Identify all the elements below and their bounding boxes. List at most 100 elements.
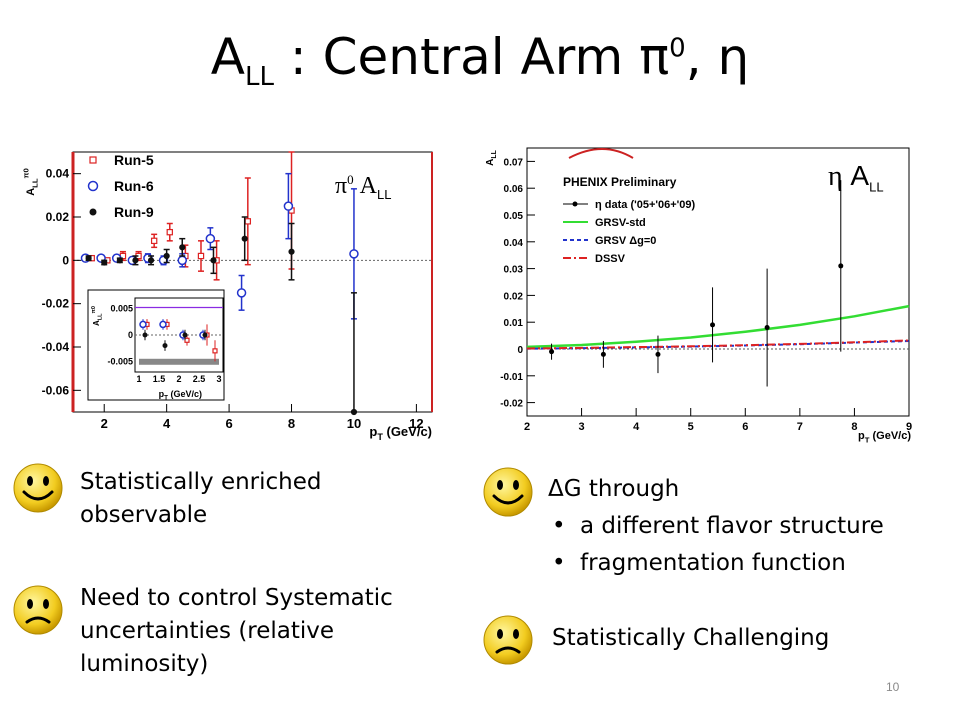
pi0-all-chart: -0.06 -0.04 -0.02 0 0.02 0.04 2 4 6 8 10 12 ALLπ0 pT … — [18, 140, 446, 442]
data-point — [549, 349, 555, 355]
legend-marker — [87, 180, 99, 192]
legend-label: DSSV — [595, 253, 626, 265]
plot-frame — [526, 147, 910, 417]
bullet-item: fragmentation function — [548, 547, 948, 580]
data-point — [197, 252, 205, 260]
data-point — [205, 233, 216, 244]
y-tick-label: -0.02 — [500, 399, 523, 410]
x-tick-label: 6 — [225, 416, 232, 431]
data-point — [101, 259, 108, 266]
inset-y-tick-label: -0.005 — [107, 356, 133, 366]
data-point — [177, 255, 188, 266]
inset-data-point — [212, 348, 218, 354]
legend-marker — [89, 156, 97, 164]
x-tick-label: 8 — [288, 416, 295, 431]
legend: PHENIX Preliminary η data ('05+'06+'09) GR… — [563, 148, 696, 265]
legend-marker — [89, 208, 97, 216]
y-tick-label: 0.01 — [504, 318, 524, 329]
y-axis-label: ALLπ0 — [22, 168, 40, 196]
x-tick-label: 6 — [742, 421, 748, 433]
x-tick-label: 9 — [906, 421, 912, 433]
inset-x-tick-label: 1 — [136, 374, 141, 384]
legend-label: GRSV Δg=0 — [595, 235, 656, 247]
y-tick-label: 0.02 — [46, 210, 70, 224]
inset-x-tick-label: 2.5 — [193, 374, 206, 384]
data-point — [179, 244, 186, 251]
legend-header: PHENIX Preliminary — [563, 175, 677, 189]
phenix-logo-arc — [568, 148, 634, 159]
x-tick-label: 7 — [797, 421, 803, 433]
left-positive-text: Statistically enriched observable — [80, 469, 322, 528]
data-point — [163, 252, 170, 260]
curve-grsv-std — [526, 304, 910, 349]
x-tick-label: 2 — [524, 421, 530, 433]
legend-label: Run-5 — [114, 152, 154, 168]
data-point — [147, 257, 155, 264]
inset-x-tick-label: 3 — [216, 374, 221, 384]
x-tick-label: 12 — [409, 416, 423, 431]
y-tick-label: 0 — [62, 253, 69, 267]
inset-data-point — [184, 337, 190, 343]
smiley-happy-icon — [13, 463, 63, 513]
data-point — [166, 228, 173, 236]
right-positive-head: ΔG through — [548, 476, 680, 502]
x-tick-label: 5 — [688, 421, 694, 433]
pi0-all-label: π0 ALL — [335, 172, 392, 202]
legend-marker — [572, 201, 578, 207]
right-positive-block: ΔG through a different flavor structure … — [548, 473, 948, 580]
inset-series-run-9 — [142, 329, 208, 351]
x-tick-label: 8 — [851, 421, 857, 433]
inset-systematic-band — [139, 358, 219, 365]
y-axis-label: ALL — [485, 149, 498, 166]
y-tick-label: 0.04 — [504, 238, 524, 249]
y-tick-label: 0 — [517, 345, 523, 356]
x-tick-label: 4 — [633, 421, 640, 433]
inset-y-tick-label: 0 — [128, 330, 133, 340]
data-point — [600, 351, 606, 357]
y-tick-label: 0.05 — [504, 211, 524, 222]
inset-x-tick-label: 1.5 — [153, 374, 166, 384]
data-point — [283, 201, 294, 211]
x-tick-label: 10 — [347, 416, 361, 431]
bullet-item: a different flavor structure — [548, 510, 948, 543]
y-tick-label: -0.02 — [42, 297, 70, 311]
data-point — [710, 322, 716, 328]
y-tick-label: 0.06 — [504, 184, 524, 195]
page-number: 10 — [886, 680, 900, 694]
y-tick-label: -0.04 — [42, 340, 70, 354]
left-negative-text: Need to control Systematic uncertainties… — [80, 585, 393, 677]
data-point — [349, 249, 359, 259]
slide-title: ALL : Central Arm π0, η — [210, 28, 750, 92]
data-point — [288, 248, 295, 255]
smiley-happy-icon — [483, 467, 533, 517]
x-tick-label: 2 — [101, 416, 108, 431]
legend-label: η data ('05+'06+'09) — [595, 199, 696, 211]
eta-all-chart-svg: -0.02 -0.01 0 0.01 0.02 0.03 0.04 0.05 0.06 0.07 2… — [485, 147, 912, 444]
inset-data-point — [139, 320, 147, 329]
x-axis-label: pT (GeV/c) — [369, 424, 432, 440]
data-point — [210, 257, 217, 264]
legend-label: Run-6 — [114, 178, 154, 194]
inset-x-tick-label: 2 — [176, 374, 181, 384]
inset-x-axis-label: pT (GeV/c) — [159, 389, 202, 402]
inset-data-point — [202, 332, 208, 338]
data-point — [132, 257, 139, 264]
data-point — [655, 351, 661, 357]
inset-y-axis-label: ALLπ0 — [91, 306, 103, 326]
smiley-sad-icon — [483, 615, 533, 665]
x-tick-label: 4 — [163, 416, 171, 431]
eta-all-label: η ALL — [828, 160, 884, 195]
inset-data-point — [182, 332, 188, 338]
series-eta-data — [549, 180, 844, 387]
inset-y-tick-label: 0.005 — [110, 304, 133, 314]
series-run-9 — [85, 216, 358, 416]
inset-data-point — [142, 332, 148, 338]
right-negative-text: Statistically Challenging — [552, 625, 830, 651]
inset-data-point — [159, 320, 167, 329]
data-point — [85, 255, 92, 262]
y-tick-label: 0.07 — [504, 157, 524, 168]
eta-all-chart: -0.02 -0.01 0 0.01 0.02 0.03 0.04 0.05 0.06 0.07 2… — [483, 128, 923, 448]
x-axis-label: pT (GeV/c) — [858, 430, 911, 444]
data-point — [350, 408, 358, 416]
y-tick-label: 0.03 — [504, 265, 524, 276]
